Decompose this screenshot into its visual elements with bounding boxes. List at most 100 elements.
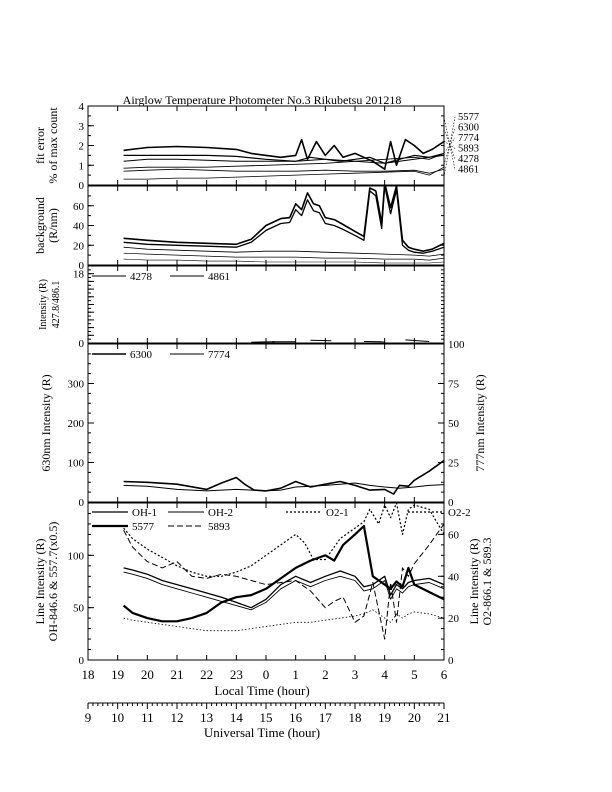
- panel-intensity-427-486: 0 18 Intensity (R) 427.8/486.1 4278 4861: [38, 265, 445, 350]
- wavelength-label: 4278: [458, 154, 479, 165]
- panel-frame: [87, 105, 445, 186]
- y-tick-label: 0: [79, 338, 85, 350]
- y-axis-label: OH-846.6 & 557.7(x0.5): [46, 522, 60, 642]
- series-line-oh-2: [123, 571, 444, 611]
- series-line-3: [123, 252, 444, 261]
- series-line-4278: [123, 168, 444, 174]
- y-right-axis-label: Line Intensity (R): [467, 539, 481, 625]
- ut-tick-label: 19: [378, 710, 391, 725]
- local-time-tick-label: 19: [111, 667, 124, 682]
- y-right-tick-label: 75: [448, 379, 460, 391]
- local-time-tick-label: 2: [322, 667, 329, 682]
- ut-tick-label: 15: [260, 710, 273, 725]
- y-right-tick-label: 0: [448, 497, 454, 509]
- series-line-7774: [123, 154, 444, 164]
- legend-label: OH-2: [208, 507, 233, 519]
- y-tick-label: 18: [73, 269, 85, 281]
- local-time-tick-label: 5: [411, 667, 418, 682]
- y-axis-label: Intensity (R): [38, 279, 49, 330]
- series-line-oh-1: [123, 567, 444, 609]
- ut-tick-label: 13: [200, 710, 213, 725]
- series-line-5893: [123, 523, 444, 640]
- legend-label: O2-2: [448, 507, 471, 519]
- local-time-tick-label: 0: [263, 667, 270, 682]
- legend-label: 5577: [132, 521, 155, 533]
- y-tick-label: 200: [68, 418, 85, 430]
- chart-title: Airglow Temperature Photometer No.3 Riku…: [123, 93, 402, 107]
- y-axis-label: 630nm Intensity (R): [39, 374, 53, 471]
- y-tick-label: 4: [79, 101, 85, 113]
- wavelength-label: 7774: [458, 133, 480, 144]
- y-tick-label: 50: [73, 603, 85, 615]
- y-right-tick-label: 40: [448, 571, 460, 583]
- legend-label: O2-1: [326, 507, 349, 519]
- legend-label: 7774: [208, 349, 231, 361]
- y-axis-label: background: [33, 197, 47, 254]
- wavelength-label: 5577: [458, 112, 479, 123]
- legend-label: OH-1: [132, 507, 157, 519]
- universal-time-axis: 9 10 11 12 13 14 15 16 17 18 19 20 21: [85, 702, 451, 725]
- y-right-tick-label: 100: [448, 339, 465, 351]
- y-right-tick-label: 0: [448, 655, 454, 667]
- y-tick-label: 3: [79, 121, 85, 133]
- series-line-2: [123, 246, 444, 257]
- series-line-o2-1: [123, 503, 444, 577]
- wavelength-label: 4861: [458, 165, 479, 176]
- y-axis-label: 427.8/486.1: [51, 281, 62, 329]
- y-axis-label: fit error: [33, 127, 47, 164]
- y-tick-label: 0: [79, 655, 85, 667]
- local-time-tick-label: 4: [381, 667, 388, 682]
- y-right-axis-label: 777nm Intensity (R): [473, 374, 487, 471]
- y-tick-label: 0: [79, 180, 85, 192]
- y-right-tick-label: 50: [448, 418, 460, 430]
- wavelength-leader: [443, 140, 456, 149]
- legend-label: 4861: [208, 271, 230, 283]
- y-right-tick-label: 25: [448, 458, 460, 470]
- y-axis-label: % of max count: [46, 107, 60, 184]
- panel-630-777: 0 100 200 300 0 25 50 75 100 777nm Intensity (R) 6…: [39, 339, 487, 509]
- series-line-7774: [123, 482, 444, 492]
- series-line-5577: [122, 524, 444, 623]
- legend-label: 5893: [208, 521, 231, 533]
- wavelength-leader: [443, 137, 456, 154]
- local-time-tick-label: 18: [82, 667, 95, 682]
- ut-tick-label: 9: [85, 710, 92, 725]
- y-tick-label: 40: [73, 221, 85, 233]
- y-tick-label: 300: [68, 379, 85, 391]
- y-tick-label: 60: [73, 201, 85, 213]
- wavelength-leader: [443, 127, 456, 166]
- y-tick-label: 20: [73, 240, 85, 252]
- local-time-tick-label: 6: [441, 667, 448, 682]
- local-time-axis: 18 19 20 21 22 23 0 1 2 3 4 5 6: [82, 667, 448, 682]
- local-time-tick-label: 1: [292, 667, 299, 682]
- ut-tick-label: 14: [230, 710, 244, 725]
- y-right-tick-label: 20: [448, 613, 460, 625]
- y-tick-label: 2: [79, 141, 85, 153]
- y-right-tick-label: 60: [448, 529, 460, 541]
- series-line-4861: [405, 339, 430, 342]
- panel-background: 0 20 40 60 background (R/nm): [33, 185, 445, 272]
- y-axis-label: Line Intensity (R): [33, 539, 47, 625]
- local-time-label: Local Time (hour): [214, 683, 309, 698]
- ut-tick-label: 12: [171, 710, 184, 725]
- series-line-5893: [123, 152, 444, 169]
- wavelength-label: 5893: [458, 144, 479, 155]
- y-tick-label: 100: [68, 458, 85, 470]
- local-time-tick-label: 20: [141, 667, 154, 682]
- panel-fit-error: 0 1 2 3 4 fit error% of max count 557763007774…: [33, 101, 480, 192]
- y-tick-label: 0: [79, 497, 85, 509]
- legend-label: 6300: [130, 349, 153, 361]
- ut-tick-label: 18: [349, 710, 362, 725]
- local-time-tick-label: 23: [230, 667, 243, 682]
- ut-tick-label: 17: [319, 710, 333, 725]
- y-axis-label: (R/nm): [46, 208, 60, 243]
- ut-tick-label: 16: [289, 710, 303, 725]
- series-line-1: [123, 186, 444, 254]
- local-time-tick-label: 21: [171, 667, 184, 682]
- local-time-tick-label: 3: [352, 667, 359, 682]
- ut-tick-label: 10: [111, 710, 124, 725]
- ut-tick-label: 11: [141, 710, 154, 725]
